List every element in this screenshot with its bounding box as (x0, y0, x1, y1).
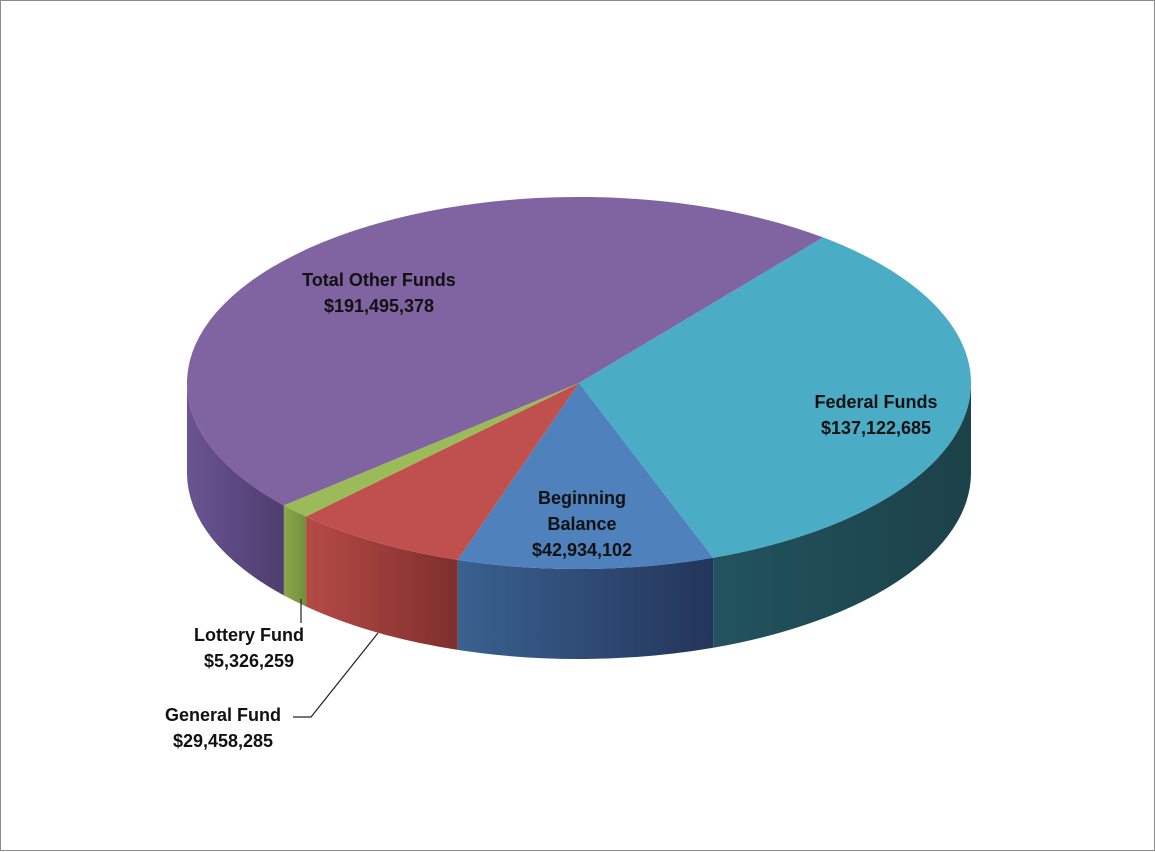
pie-slice-federal (579, 237, 971, 558)
data-label-lottery: Lottery Fund $5,326,259 (194, 625, 304, 671)
data-label-general: General Fund $29,458,285 (165, 705, 281, 751)
pie-wall-general (306, 516, 458, 650)
data-label-federal: Federal Funds $137,122,685 (814, 392, 937, 438)
data-label-other: Total Other Funds $191,495,378 (302, 270, 456, 316)
leader-line-general (293, 632, 379, 718)
pie-slice-beginning (457, 383, 714, 569)
pie-wall-lottery (283, 505, 307, 607)
pie-slice-other (186, 196, 824, 506)
data-label-beginning: Beginning Balance $42,934,102 (532, 488, 632, 560)
pie-slice-lottery (283, 383, 579, 517)
pie-wall-beginning (457, 557, 714, 659)
pie-slice-general (306, 383, 579, 560)
pie-wall-other (187, 383, 284, 596)
pie-wall-federal (713, 383, 971, 648)
